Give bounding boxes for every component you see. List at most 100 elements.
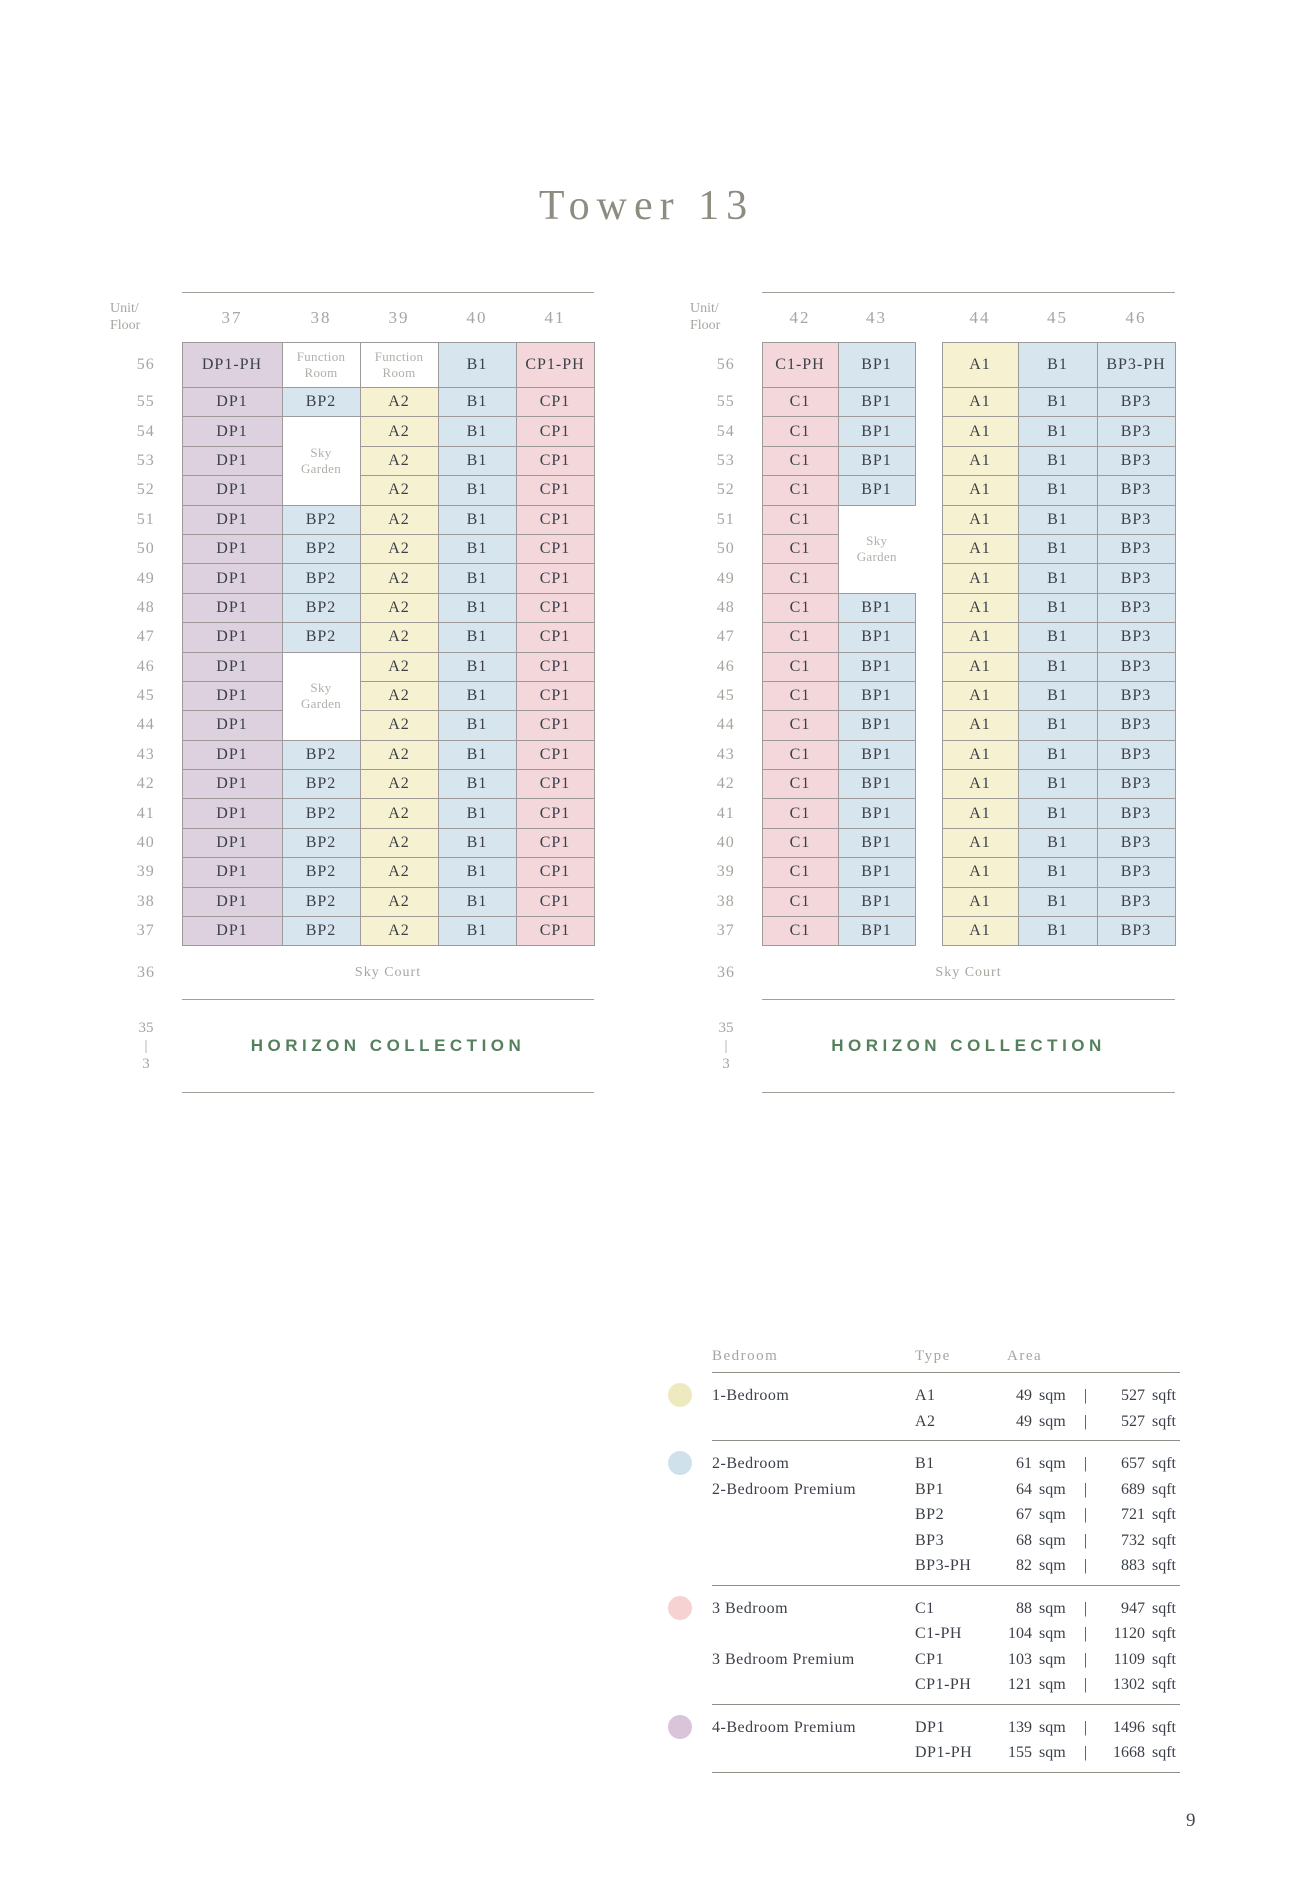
column-gap [915, 681, 942, 710]
legend-sqm-unit: sqm [1039, 1480, 1066, 1498]
unit-column-header: 43 [838, 292, 915, 343]
unit-cell: A2 [359, 916, 439, 947]
unit-cell: B1 [1017, 622, 1098, 653]
unit-cell: A2 [359, 445, 439, 477]
floor-label: 39 [716, 863, 735, 881]
unit-cell: A2 [359, 533, 439, 565]
legend-unit-type: BP1 [915, 1480, 945, 1498]
legend-sqm-value: 64 [1016, 1480, 1032, 1498]
legend-sqm-value: 49 [1016, 1412, 1032, 1430]
unit-cell: BP3-PH [1096, 342, 1176, 388]
floor-label: 53 [136, 451, 155, 469]
unit-cell: A2 [359, 563, 439, 594]
unit-cell: B1 [1017, 533, 1098, 565]
legend-sqm-unit: sqm [1039, 1531, 1066, 1549]
unit-cell: BP3 [1096, 445, 1176, 477]
unit-cell: DP1 [181, 769, 283, 800]
unit-cell: C1 [761, 798, 839, 829]
unit-cell: BP1 [837, 769, 916, 800]
unit-cell: B1 [1017, 827, 1098, 859]
legend-sqft-unit: sqft [1152, 1531, 1176, 1549]
unit-cell: B1 [1017, 386, 1098, 418]
legend-sqft-unit: sqft [1152, 1744, 1176, 1761]
legend-unit-type: C1 [915, 1599, 935, 1617]
unit-cell: C1 [761, 916, 839, 947]
unit-cell: B1 [1017, 798, 1098, 829]
legend-row: 3 Bedroom C1 88 sqm | 947 sqft [712, 1596, 1180, 1622]
legend-sqft-unit: sqft [1152, 1387, 1176, 1404]
unit-cell: C1 [761, 504, 839, 535]
legend-row: DP1-PH 155 sqm | 1668 sqft [712, 1740, 1180, 1766]
unit-cell: A1 [941, 886, 1019, 918]
column-gap [915, 623, 942, 652]
unit-cell: BP3 [1096, 563, 1176, 594]
unit-cell: BP1 [837, 798, 916, 829]
floor-label: 42 [716, 775, 735, 793]
unit-cell: CP1 [515, 592, 595, 624]
unit-cell: A2 [359, 857, 439, 888]
unit-cell: BP1 [837, 886, 916, 918]
legend-sqft-unit: sqft [1152, 1557, 1176, 1574]
unit-cell: DP1 [181, 857, 283, 888]
legend-sqm-unit: sqm [1039, 1387, 1066, 1404]
column-gap [915, 292, 942, 343]
unit-cell: A1 [941, 563, 1019, 594]
unit-cell: BP2 [281, 769, 361, 800]
unit-cell: A2 [359, 475, 439, 506]
unit-cell: DP1 [181, 651, 283, 682]
column-gap [915, 343, 942, 388]
floor-label: 42 [136, 775, 155, 793]
unit-cell: BP1 [837, 386, 916, 418]
unit-cell: A2 [359, 622, 439, 653]
legend-sqft-value: 527 [1121, 1387, 1145, 1404]
legend-sqm-unit: sqm [1039, 1455, 1066, 1472]
unit-cell: BP3 [1096, 886, 1176, 918]
horizon-collection-label: HORIZON COLLECTION [762, 999, 1175, 1094]
floor-label: 51 [136, 510, 155, 528]
floor-label: 44 [136, 716, 155, 734]
legend-bedroom-label: 3 Bedroom Premium [712, 1650, 855, 1668]
unit-cell: DP1 [181, 592, 283, 624]
legend-sqft-unit: sqft [1152, 1412, 1176, 1430]
unit-cell: CP1 [515, 769, 595, 800]
unit-cell: BP3 [1096, 857, 1176, 888]
unit-cell: A1 [941, 475, 1019, 506]
floor-label: 54 [716, 422, 735, 440]
floor-label: 36 [717, 963, 735, 981]
unit-cell: A1 [941, 504, 1019, 535]
unit-cell: BP2 [281, 798, 361, 829]
unit-cell: CP1 [515, 416, 595, 447]
floor-label: 50 [716, 540, 735, 558]
unit-cell: BP1 [837, 916, 916, 947]
unit-cell: A2 [359, 739, 439, 771]
floor-label: 39 [136, 863, 155, 881]
unit-cell: A1 [941, 769, 1019, 800]
unit-cell: CP1 [515, 739, 595, 771]
unit-cell: BP1 [837, 416, 916, 447]
unit-cell: CP1 [515, 475, 595, 506]
legend-row: C1-PH 104 sqm | 1120 sqft [712, 1621, 1180, 1647]
legend-sqft-unit: sqft [1152, 1625, 1176, 1642]
unit-cell: B1 [437, 798, 517, 829]
legend-sqft-value: 1668 [1113, 1744, 1145, 1761]
legend-sqft-value: 947 [1121, 1599, 1145, 1617]
floor-label: 52 [136, 481, 155, 499]
legend-sqft-unit: sqft [1152, 1676, 1176, 1693]
unit-cell: CP1 [515, 886, 595, 918]
unit-cell: B1 [1017, 504, 1098, 535]
unit-cell: CP1 [515, 622, 595, 653]
unit-cell: CP1 [515, 827, 595, 859]
unit-cell: Function Room [359, 342, 439, 388]
unit-cell: B1 [437, 857, 517, 888]
stacking-plan-table-units-37-41: Unit/Floor 37 38 39 40 41 56 DP1-PH Function Room… [110, 292, 595, 1094]
unit-cell: A2 [359, 416, 439, 447]
page-title: Tower 13 [538, 183, 755, 229]
unit-cell: BP3 [1096, 798, 1176, 829]
legend-divider: | [1084, 1650, 1088, 1668]
legend-color-dot [668, 1383, 692, 1407]
unit-cell: DP1 [181, 416, 283, 447]
unit-cell: C1 [761, 769, 839, 800]
legend-sqm-unit: sqm [1039, 1744, 1066, 1761]
unit-cell: B1 [1017, 445, 1098, 477]
legend-color-dot [668, 1451, 692, 1475]
